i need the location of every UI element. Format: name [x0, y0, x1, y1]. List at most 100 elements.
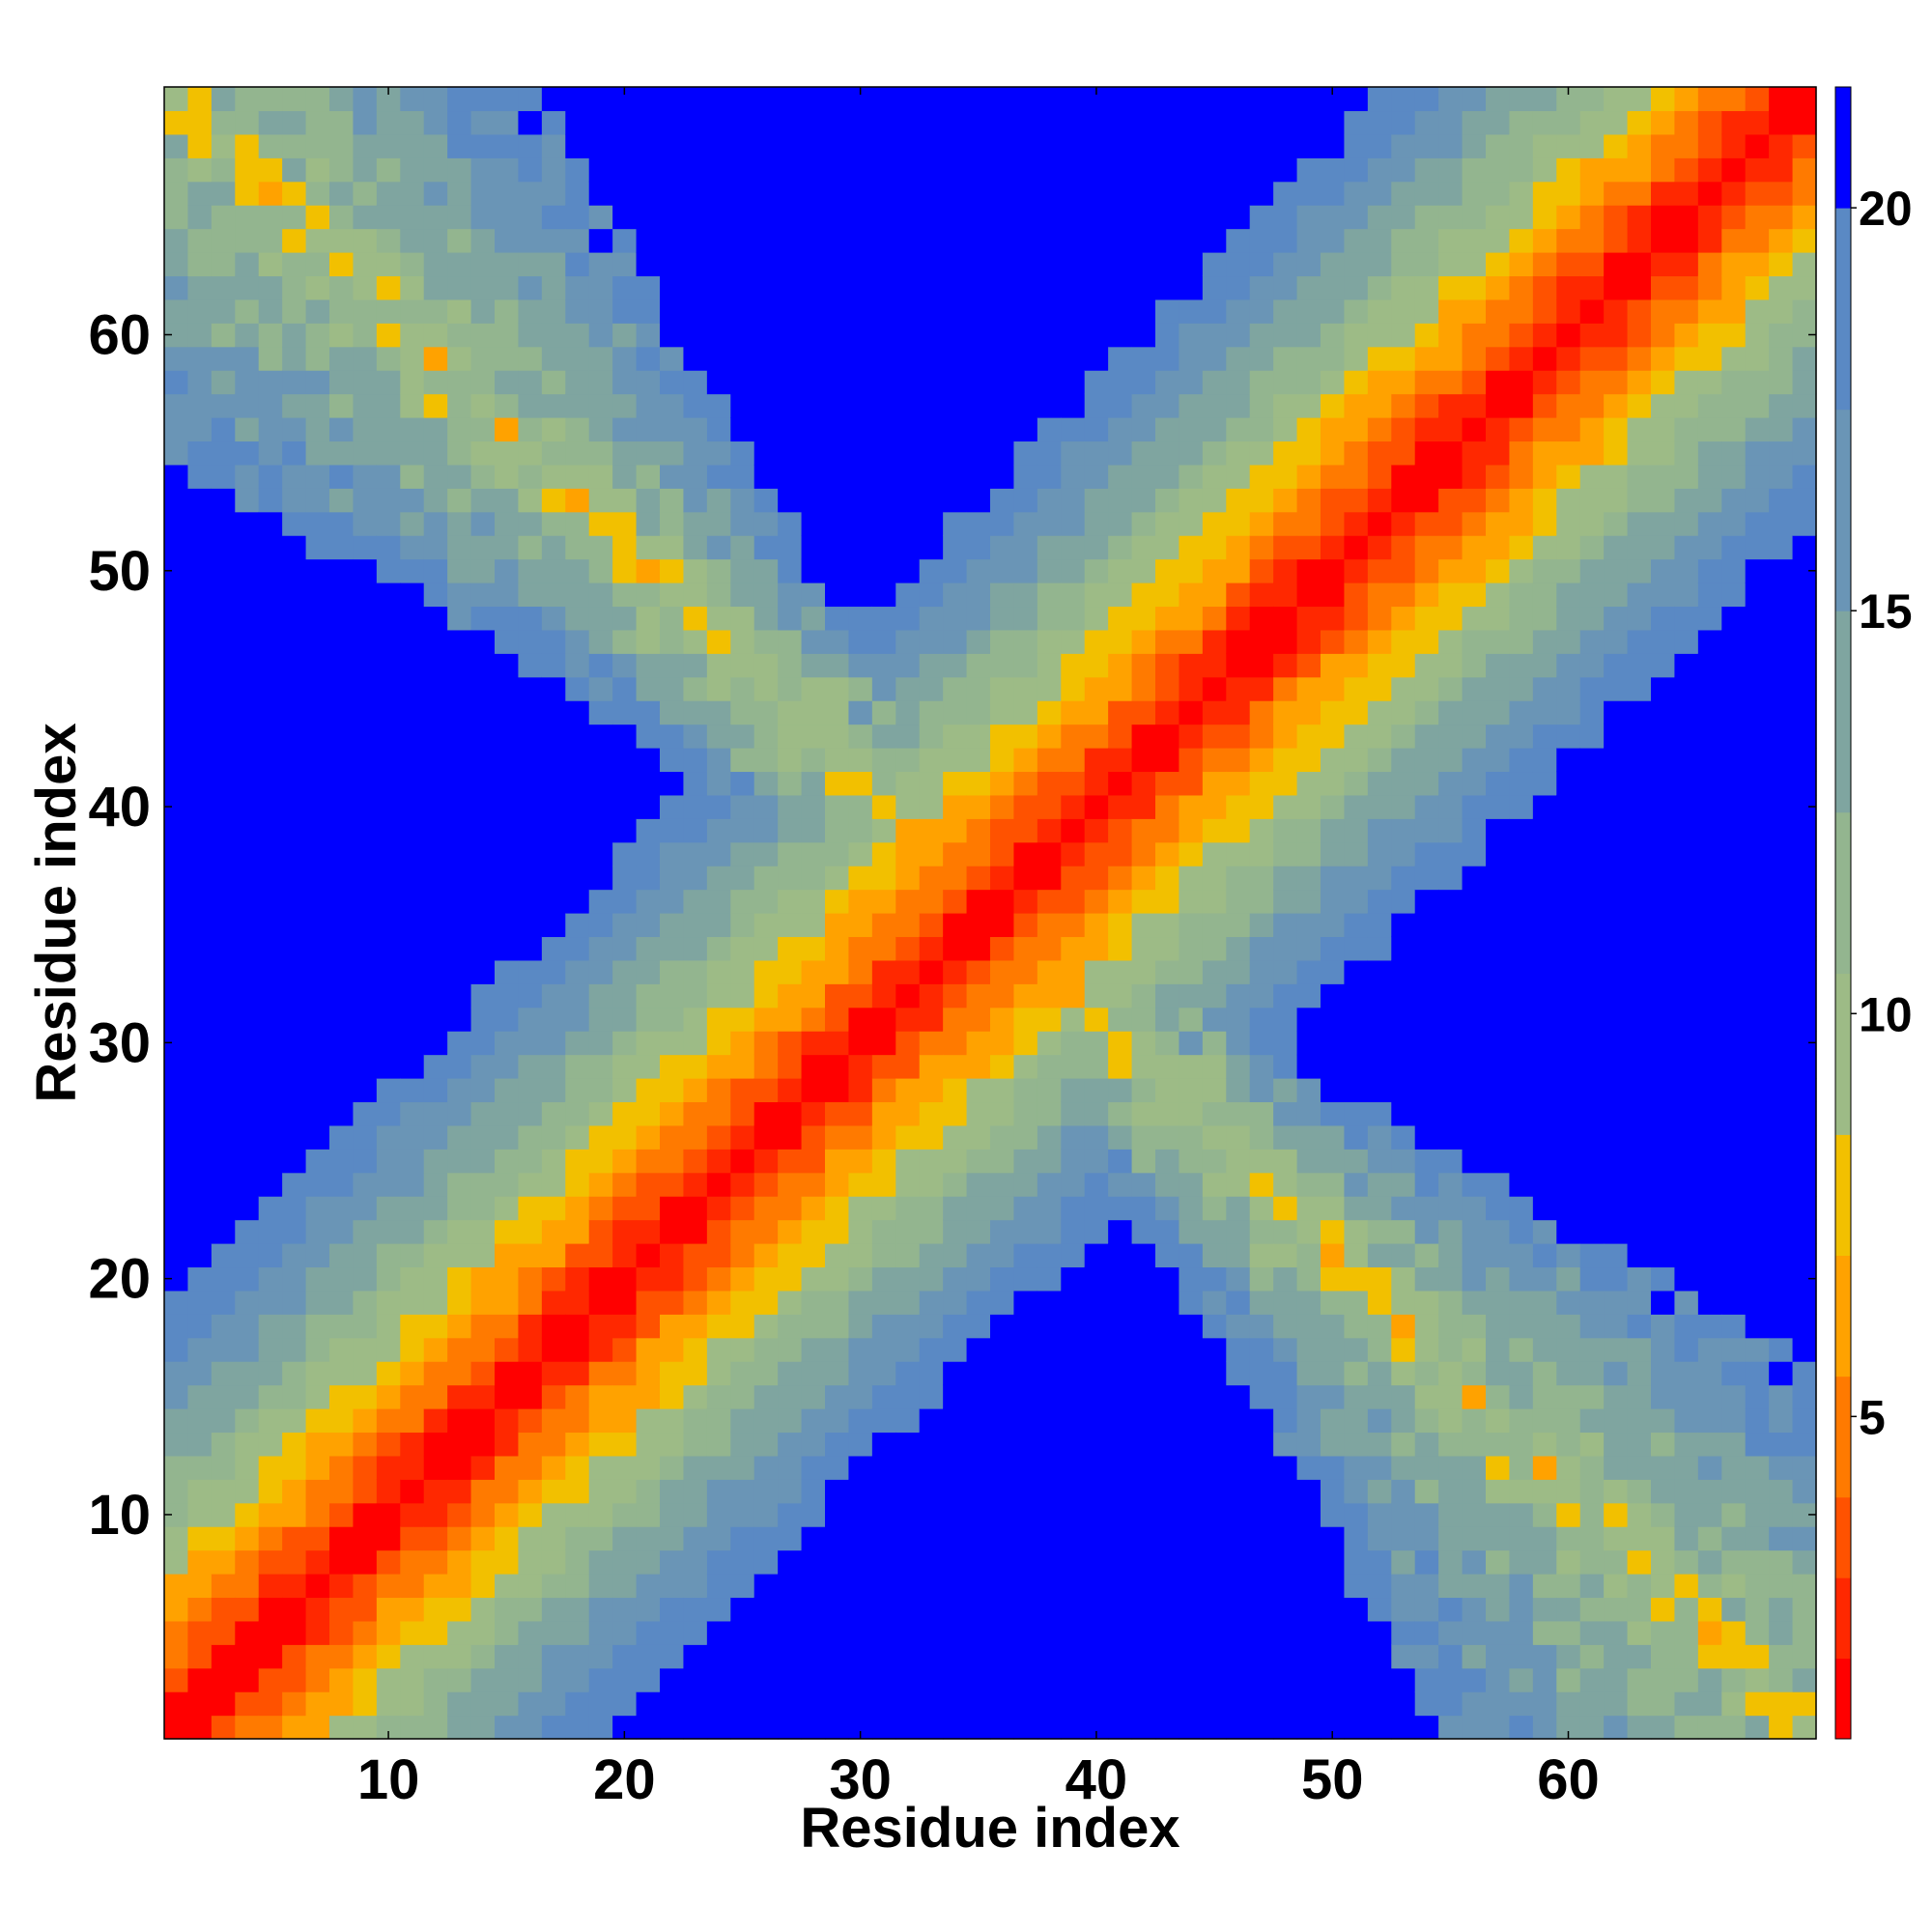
heatmap-cell — [636, 606, 661, 631]
heatmap-cell — [1321, 1054, 1346, 1079]
heatmap-cell — [1697, 1715, 1722, 1740]
heatmap-cell — [871, 1620, 896, 1645]
heatmap-cell — [1745, 1644, 1770, 1669]
heatmap-cell — [706, 1124, 731, 1150]
heatmap-cell — [943, 1644, 968, 1669]
heatmap-cell — [966, 1715, 991, 1740]
heatmap-cell — [1108, 1408, 1133, 1434]
heatmap-cell — [1651, 794, 1676, 819]
heatmap-cell — [305, 298, 330, 324]
heatmap-cell — [305, 110, 330, 135]
heatmap-cell — [495, 1455, 520, 1480]
heatmap-cell — [1179, 181, 1204, 206]
heatmap-cell — [1414, 1007, 1439, 1032]
heatmap-cell — [1462, 1384, 1487, 1409]
heatmap-cell — [966, 818, 991, 843]
heatmap-cell — [495, 87, 520, 112]
heatmap-cell — [943, 558, 968, 583]
heatmap-cell — [1061, 889, 1086, 914]
heatmap-cell — [258, 1149, 283, 1174]
heatmap-cell — [1721, 724, 1747, 749]
heatmap-cell — [1792, 488, 1817, 513]
heatmap-cell — [282, 748, 307, 773]
heatmap-cell — [1344, 1290, 1369, 1315]
heatmap-cell — [235, 841, 260, 867]
heatmap-cell — [1131, 959, 1156, 984]
heatmap-cell — [1745, 1455, 1770, 1480]
heatmap-cell — [1745, 1361, 1770, 1386]
heatmap-cell — [447, 936, 472, 961]
heatmap-cell — [612, 298, 638, 324]
heatmap-cell — [541, 1054, 566, 1079]
heatmap-cell — [1769, 1432, 1794, 1457]
heatmap-cell — [1579, 464, 1605, 489]
heatmap-cell — [1391, 370, 1416, 395]
heatmap-cell — [518, 818, 543, 843]
heatmap-cell — [1745, 1667, 1770, 1692]
x-tick-label: 50 — [1301, 1748, 1364, 1811]
heatmap-cell — [495, 1078, 520, 1103]
heatmap-cell — [1556, 181, 1581, 206]
heatmap-cell — [895, 1502, 921, 1527]
heatmap-cell — [1226, 1432, 1251, 1457]
heatmap-cell — [636, 1314, 661, 1339]
heatmap-cell — [1273, 228, 1298, 253]
heatmap-cell — [423, 1574, 448, 1599]
heatmap-cell — [1061, 1078, 1086, 1103]
heatmap-cell — [1249, 983, 1274, 1009]
heatmap-cell — [966, 535, 991, 560]
heatmap-cell — [895, 1172, 921, 1197]
heatmap-cell — [1438, 936, 1463, 961]
heatmap-cell — [1131, 748, 1156, 773]
heatmap-cell — [400, 228, 425, 253]
heatmap-cell — [778, 275, 803, 300]
heatmap-cell — [1532, 417, 1557, 442]
heatmap-cell — [588, 866, 613, 891]
heatmap-cell — [447, 1691, 472, 1717]
heatmap-cell — [660, 1031, 685, 1056]
heatmap-cell — [423, 700, 448, 725]
heatmap-cell — [706, 393, 731, 418]
heatmap-cell — [1697, 1219, 1722, 1244]
heatmap-cell — [1273, 1502, 1298, 1527]
heatmap-cell — [541, 393, 566, 418]
heatmap-cell — [1037, 1549, 1062, 1575]
heatmap-cell — [1556, 1455, 1581, 1480]
heatmap-cell — [1697, 323, 1722, 348]
heatmap-cell — [1179, 1644, 1204, 1669]
heatmap-cell — [353, 464, 378, 489]
heatmap-cell — [943, 676, 968, 701]
heatmap-cell — [1486, 1361, 1511, 1386]
heatmap-cell — [943, 346, 968, 371]
heatmap-cell — [636, 1031, 661, 1056]
heatmap-cell — [1084, 1031, 1109, 1056]
heatmap-cell — [1131, 936, 1156, 961]
heatmap-cell — [612, 417, 638, 442]
heatmap-cell — [825, 110, 850, 135]
heatmap-cell — [1202, 1502, 1227, 1527]
heatmap-cell — [1486, 298, 1511, 324]
heatmap-cell — [683, 1361, 708, 1386]
heatmap-cell — [1697, 1266, 1722, 1292]
heatmap-cell — [990, 558, 1015, 583]
heatmap-cell — [588, 1667, 613, 1692]
heatmap-cell — [1013, 511, 1038, 536]
heatmap-cell — [1532, 1172, 1557, 1197]
heatmap-cell — [730, 1526, 755, 1551]
heatmap-cell — [1202, 1337, 1227, 1362]
heatmap-cell — [825, 866, 850, 891]
heatmap-cell — [1084, 959, 1109, 984]
heatmap-cell — [1579, 771, 1605, 796]
heatmap-cell — [541, 535, 566, 560]
heatmap-cell — [164, 1361, 189, 1386]
heatmap-cell — [848, 889, 873, 914]
heatmap-cell — [1579, 1243, 1605, 1268]
heatmap-cell — [825, 771, 850, 796]
heatmap-cell — [423, 1124, 448, 1150]
heatmap-cell — [801, 298, 826, 324]
heatmap-cell — [825, 393, 850, 418]
heatmap-cell — [235, 959, 260, 984]
heatmap-cell — [1486, 1667, 1511, 1692]
heatmap-cell — [636, 1526, 661, 1551]
heatmap-cell — [1769, 181, 1794, 206]
